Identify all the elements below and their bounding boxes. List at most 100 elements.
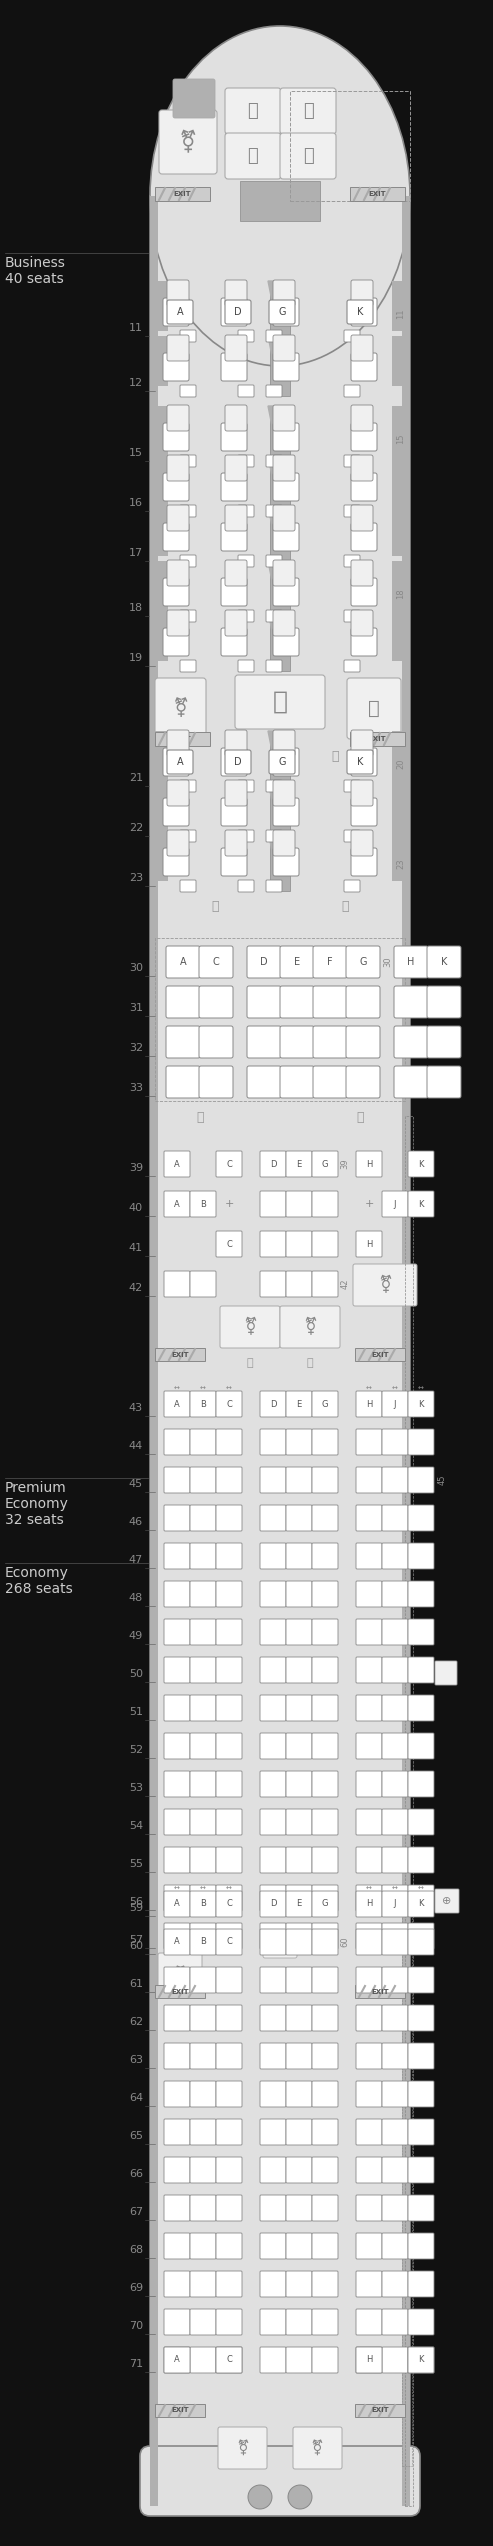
FancyBboxPatch shape xyxy=(260,1581,286,1607)
FancyBboxPatch shape xyxy=(167,456,189,481)
Text: ⚧: ⚧ xyxy=(311,2439,323,2457)
Bar xyxy=(270,830,290,891)
FancyBboxPatch shape xyxy=(190,2195,216,2220)
Text: ↔: ↔ xyxy=(226,1385,232,1393)
FancyBboxPatch shape xyxy=(273,779,295,807)
FancyBboxPatch shape xyxy=(164,1922,190,1950)
FancyBboxPatch shape xyxy=(408,1151,434,1176)
Text: H: H xyxy=(366,1899,372,1910)
FancyBboxPatch shape xyxy=(286,1390,312,1418)
FancyBboxPatch shape xyxy=(286,1192,312,1217)
FancyBboxPatch shape xyxy=(216,1581,242,1607)
FancyBboxPatch shape xyxy=(382,1892,408,1917)
Bar xyxy=(150,336,168,387)
Polygon shape xyxy=(268,280,292,341)
Text: 🍽: 🍽 xyxy=(247,148,258,165)
FancyBboxPatch shape xyxy=(382,1581,408,1607)
Text: ↔: ↔ xyxy=(418,1385,424,1393)
Polygon shape xyxy=(268,731,292,792)
FancyBboxPatch shape xyxy=(199,947,233,978)
Text: A: A xyxy=(174,1400,180,1408)
FancyBboxPatch shape xyxy=(158,1953,202,1996)
Text: 53: 53 xyxy=(129,1782,143,1792)
FancyBboxPatch shape xyxy=(408,1192,434,1217)
FancyBboxPatch shape xyxy=(269,300,295,323)
FancyBboxPatch shape xyxy=(312,1657,338,1683)
FancyBboxPatch shape xyxy=(351,522,377,550)
Text: ⚧: ⚧ xyxy=(303,1319,317,1337)
FancyBboxPatch shape xyxy=(190,1543,216,1568)
FancyBboxPatch shape xyxy=(344,659,360,672)
FancyBboxPatch shape xyxy=(286,1581,312,1607)
Text: 12: 12 xyxy=(129,377,143,387)
FancyBboxPatch shape xyxy=(273,797,299,825)
FancyBboxPatch shape xyxy=(266,331,282,341)
FancyBboxPatch shape xyxy=(164,1543,190,1568)
FancyBboxPatch shape xyxy=(266,659,282,672)
FancyBboxPatch shape xyxy=(356,1846,382,1874)
FancyBboxPatch shape xyxy=(286,1892,312,1917)
FancyBboxPatch shape xyxy=(164,2347,190,2373)
FancyBboxPatch shape xyxy=(356,2347,382,2373)
FancyBboxPatch shape xyxy=(260,1232,286,1258)
FancyBboxPatch shape xyxy=(313,1026,347,1059)
Bar xyxy=(392,280,410,331)
FancyBboxPatch shape xyxy=(356,1892,382,1917)
Polygon shape xyxy=(268,405,292,466)
FancyBboxPatch shape xyxy=(351,797,377,825)
Text: ↔: ↔ xyxy=(200,1887,206,1892)
FancyBboxPatch shape xyxy=(260,1657,286,1683)
FancyBboxPatch shape xyxy=(260,1543,286,1568)
FancyBboxPatch shape xyxy=(190,1810,216,1836)
Bar xyxy=(150,196,158,2505)
FancyBboxPatch shape xyxy=(216,1657,242,1683)
Text: 62: 62 xyxy=(129,2016,143,2027)
FancyBboxPatch shape xyxy=(351,731,373,756)
FancyBboxPatch shape xyxy=(286,1657,312,1683)
FancyBboxPatch shape xyxy=(216,2080,242,2108)
FancyBboxPatch shape xyxy=(190,1619,216,1645)
FancyBboxPatch shape xyxy=(351,560,373,586)
FancyBboxPatch shape xyxy=(286,1543,312,1568)
FancyBboxPatch shape xyxy=(356,1922,382,1950)
Text: 30: 30 xyxy=(384,957,392,967)
Text: EXIT: EXIT xyxy=(171,2409,189,2414)
FancyBboxPatch shape xyxy=(225,280,247,306)
FancyBboxPatch shape xyxy=(351,336,373,362)
Text: 64: 64 xyxy=(129,2093,143,2103)
Text: EXIT: EXIT xyxy=(369,191,387,196)
Bar xyxy=(392,405,410,456)
FancyBboxPatch shape xyxy=(180,331,196,341)
FancyBboxPatch shape xyxy=(382,2233,408,2258)
FancyBboxPatch shape xyxy=(356,2195,382,2220)
Bar xyxy=(392,336,410,387)
FancyBboxPatch shape xyxy=(344,331,360,341)
FancyBboxPatch shape xyxy=(167,280,189,306)
FancyBboxPatch shape xyxy=(382,1505,408,1530)
Text: ↔: ↔ xyxy=(366,1887,372,1892)
FancyBboxPatch shape xyxy=(382,1657,408,1683)
FancyBboxPatch shape xyxy=(180,384,196,397)
FancyBboxPatch shape xyxy=(216,1696,242,1721)
Text: 57: 57 xyxy=(129,1935,143,1945)
Text: A: A xyxy=(174,1899,180,1910)
FancyBboxPatch shape xyxy=(216,2195,242,2220)
FancyBboxPatch shape xyxy=(221,354,247,382)
Bar xyxy=(150,405,168,456)
Text: 15: 15 xyxy=(396,433,405,443)
FancyBboxPatch shape xyxy=(216,2271,242,2296)
FancyBboxPatch shape xyxy=(408,2006,434,2032)
FancyBboxPatch shape xyxy=(346,1026,380,1059)
Text: EXIT: EXIT xyxy=(371,1988,389,1994)
FancyBboxPatch shape xyxy=(280,947,314,978)
FancyBboxPatch shape xyxy=(408,1505,434,1530)
FancyBboxPatch shape xyxy=(216,2347,242,2373)
Text: 16: 16 xyxy=(129,499,143,509)
FancyBboxPatch shape xyxy=(312,1270,338,1296)
FancyBboxPatch shape xyxy=(167,779,189,807)
FancyBboxPatch shape xyxy=(260,2042,286,2070)
Text: 🍽: 🍽 xyxy=(247,102,258,120)
FancyBboxPatch shape xyxy=(180,456,196,466)
FancyBboxPatch shape xyxy=(351,474,377,502)
FancyBboxPatch shape xyxy=(164,1930,190,1955)
